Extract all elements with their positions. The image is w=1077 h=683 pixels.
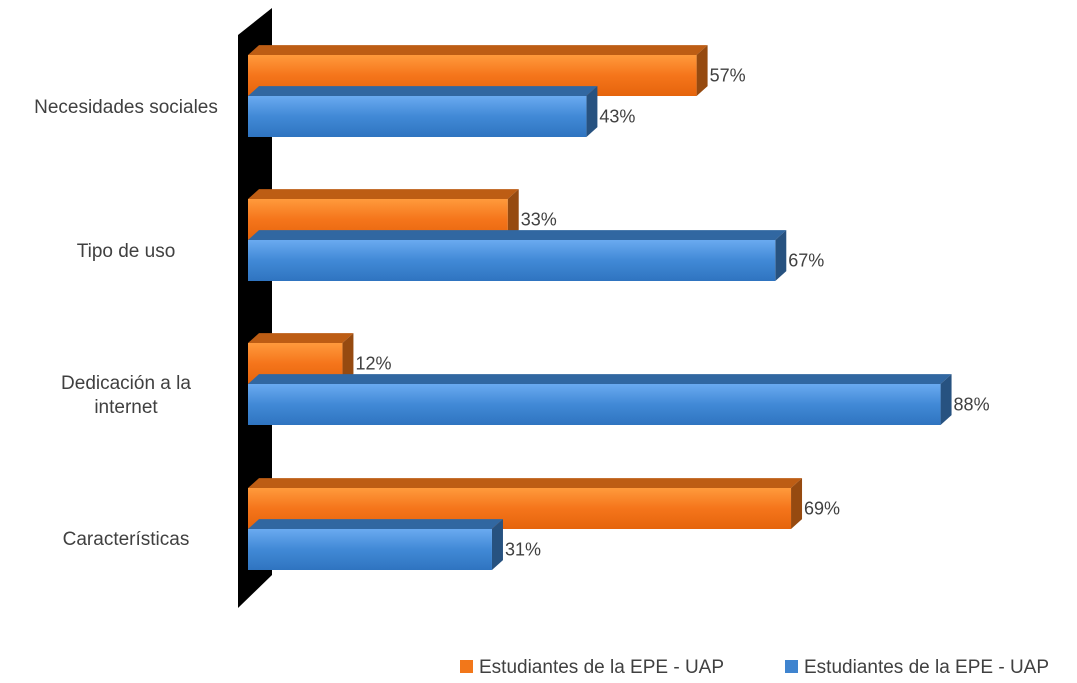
bar-blue-3 (248, 374, 952, 425)
data-label-blue-1: 43% (599, 107, 635, 127)
data-label-orange-2: 33% (521, 210, 557, 230)
data-label-blue-3: 88% (954, 395, 990, 415)
legend-item-2: Estudiantes de la EPE - UAP (785, 657, 1049, 678)
legend-item-1: Estudiantes de la EPE - UAP (460, 657, 724, 678)
data-label-orange-1: 57% (710, 66, 746, 86)
category-label-2: Tipo de uso (77, 241, 176, 262)
legend-label: Estudiantes de la EPE - UAP (804, 657, 1049, 678)
category-label-1: Necesidades sociales (34, 97, 218, 118)
bar-orange-4 (248, 478, 803, 529)
legend-swatch (785, 660, 798, 673)
data-label-orange-3: 12% (355, 354, 391, 374)
bar-blue-4 (248, 519, 503, 570)
legend-label: Estudiantes de la EPE - UAP (479, 657, 724, 678)
legend-swatch (460, 660, 473, 673)
chart-side-wall (238, 8, 272, 608)
category-label-4: Características (63, 529, 190, 550)
data-label-blue-4: 31% (505, 540, 541, 560)
data-label-orange-4: 69% (804, 499, 840, 519)
category-label-3: Dedicación a la internet (61, 373, 191, 418)
bar-blue-1 (248, 86, 598, 137)
data-label-blue-2: 67% (788, 251, 824, 271)
bar-blue-2 (248, 230, 787, 281)
